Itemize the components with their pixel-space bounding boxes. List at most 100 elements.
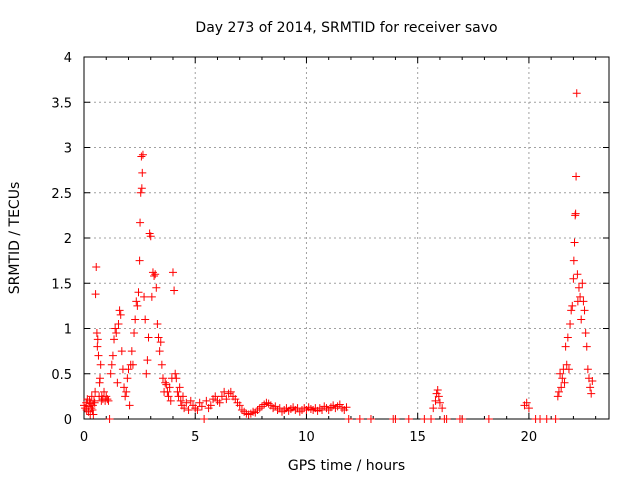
data-point bbox=[567, 306, 576, 315]
data-point bbox=[217, 392, 226, 401]
data-point bbox=[522, 398, 531, 407]
data-point bbox=[211, 392, 220, 401]
data-point bbox=[561, 342, 570, 351]
data-point bbox=[124, 365, 133, 374]
data-point bbox=[100, 387, 109, 396]
data-point bbox=[164, 392, 173, 401]
data-point bbox=[173, 387, 182, 396]
data-point bbox=[87, 392, 96, 401]
data-point bbox=[562, 360, 571, 369]
data-point bbox=[143, 356, 152, 365]
data-point bbox=[157, 360, 166, 369]
data-point bbox=[91, 387, 100, 396]
data-point bbox=[131, 315, 140, 324]
data-point bbox=[572, 172, 581, 181]
data-point bbox=[163, 387, 172, 396]
data-point bbox=[564, 365, 573, 374]
data-point bbox=[94, 351, 103, 360]
data-point bbox=[226, 387, 235, 396]
y-axis-label: SRMTID / TECUs bbox=[7, 182, 23, 295]
data-point bbox=[133, 301, 142, 310]
data-point bbox=[170, 286, 179, 295]
data-point bbox=[111, 324, 120, 333]
data-point bbox=[570, 238, 579, 247]
data-point bbox=[112, 329, 121, 338]
data-point bbox=[106, 369, 115, 378]
y-tick-label: 0 bbox=[64, 413, 72, 428]
data-point bbox=[108, 351, 117, 360]
data-point bbox=[235, 401, 244, 410]
data-point bbox=[579, 297, 588, 306]
data-point bbox=[338, 404, 347, 413]
data-point bbox=[583, 365, 592, 374]
data-point bbox=[572, 89, 581, 98]
data-point bbox=[92, 329, 101, 338]
data-point bbox=[110, 335, 119, 344]
data-point bbox=[90, 398, 99, 407]
y-tick-label: 3.5 bbox=[51, 96, 72, 111]
data-point bbox=[366, 415, 375, 423]
data-point bbox=[122, 387, 131, 396]
data-point bbox=[142, 369, 151, 378]
data-point bbox=[166, 396, 175, 405]
data-point bbox=[116, 310, 125, 319]
data-point bbox=[150, 272, 159, 281]
data-point bbox=[128, 360, 137, 369]
data-point bbox=[184, 405, 193, 414]
data-point bbox=[125, 401, 134, 410]
data-point bbox=[573, 270, 582, 279]
x-tick-label: 10 bbox=[298, 430, 315, 445]
data-point bbox=[137, 184, 146, 193]
data-point bbox=[117, 347, 126, 356]
y-tick-label: 1 bbox=[64, 323, 72, 338]
data-point bbox=[280, 405, 289, 414]
data-point bbox=[587, 389, 596, 398]
data-point bbox=[182, 398, 191, 407]
data-point bbox=[155, 347, 164, 356]
data-point bbox=[180, 404, 189, 413]
x-tick-label: 20 bbox=[521, 430, 538, 445]
data-point bbox=[121, 392, 130, 401]
data-point bbox=[158, 374, 167, 383]
data-point bbox=[127, 347, 136, 356]
data-point bbox=[536, 415, 545, 423]
data-point bbox=[566, 319, 575, 328]
data-point bbox=[137, 152, 146, 161]
data-point bbox=[569, 274, 578, 283]
data-point bbox=[568, 301, 577, 310]
data-point bbox=[246, 409, 255, 418]
data-point bbox=[429, 404, 438, 413]
data-point bbox=[135, 256, 144, 265]
data-point bbox=[581, 329, 590, 338]
data-point bbox=[206, 401, 215, 410]
data-point bbox=[577, 315, 586, 324]
data-point bbox=[200, 415, 209, 423]
data-point bbox=[574, 283, 583, 292]
data-point bbox=[178, 392, 187, 401]
data-point bbox=[103, 395, 112, 404]
data-point bbox=[563, 333, 572, 342]
data-point bbox=[560, 378, 569, 387]
y-tick-label: 2 bbox=[64, 232, 72, 247]
data-point bbox=[115, 306, 124, 315]
data-point bbox=[130, 329, 139, 338]
data-point bbox=[105, 415, 114, 423]
data-point bbox=[156, 338, 165, 347]
data-point bbox=[438, 404, 447, 413]
grid-lines bbox=[84, 57, 609, 419]
y-tick-label: 0.5 bbox=[51, 368, 72, 383]
data-point bbox=[404, 415, 413, 423]
data-point bbox=[344, 415, 353, 423]
data-point bbox=[433, 386, 442, 395]
data-point bbox=[107, 360, 116, 369]
data-point bbox=[144, 333, 153, 342]
data-point bbox=[136, 218, 145, 227]
data-point bbox=[153, 319, 162, 328]
data-point bbox=[140, 292, 149, 301]
x-tick-label: 5 bbox=[191, 430, 199, 445]
data-point bbox=[93, 335, 102, 344]
x-tick-label: 0 bbox=[80, 430, 88, 445]
data-point bbox=[120, 383, 129, 392]
data-point bbox=[176, 396, 185, 405]
data-point bbox=[154, 333, 163, 342]
